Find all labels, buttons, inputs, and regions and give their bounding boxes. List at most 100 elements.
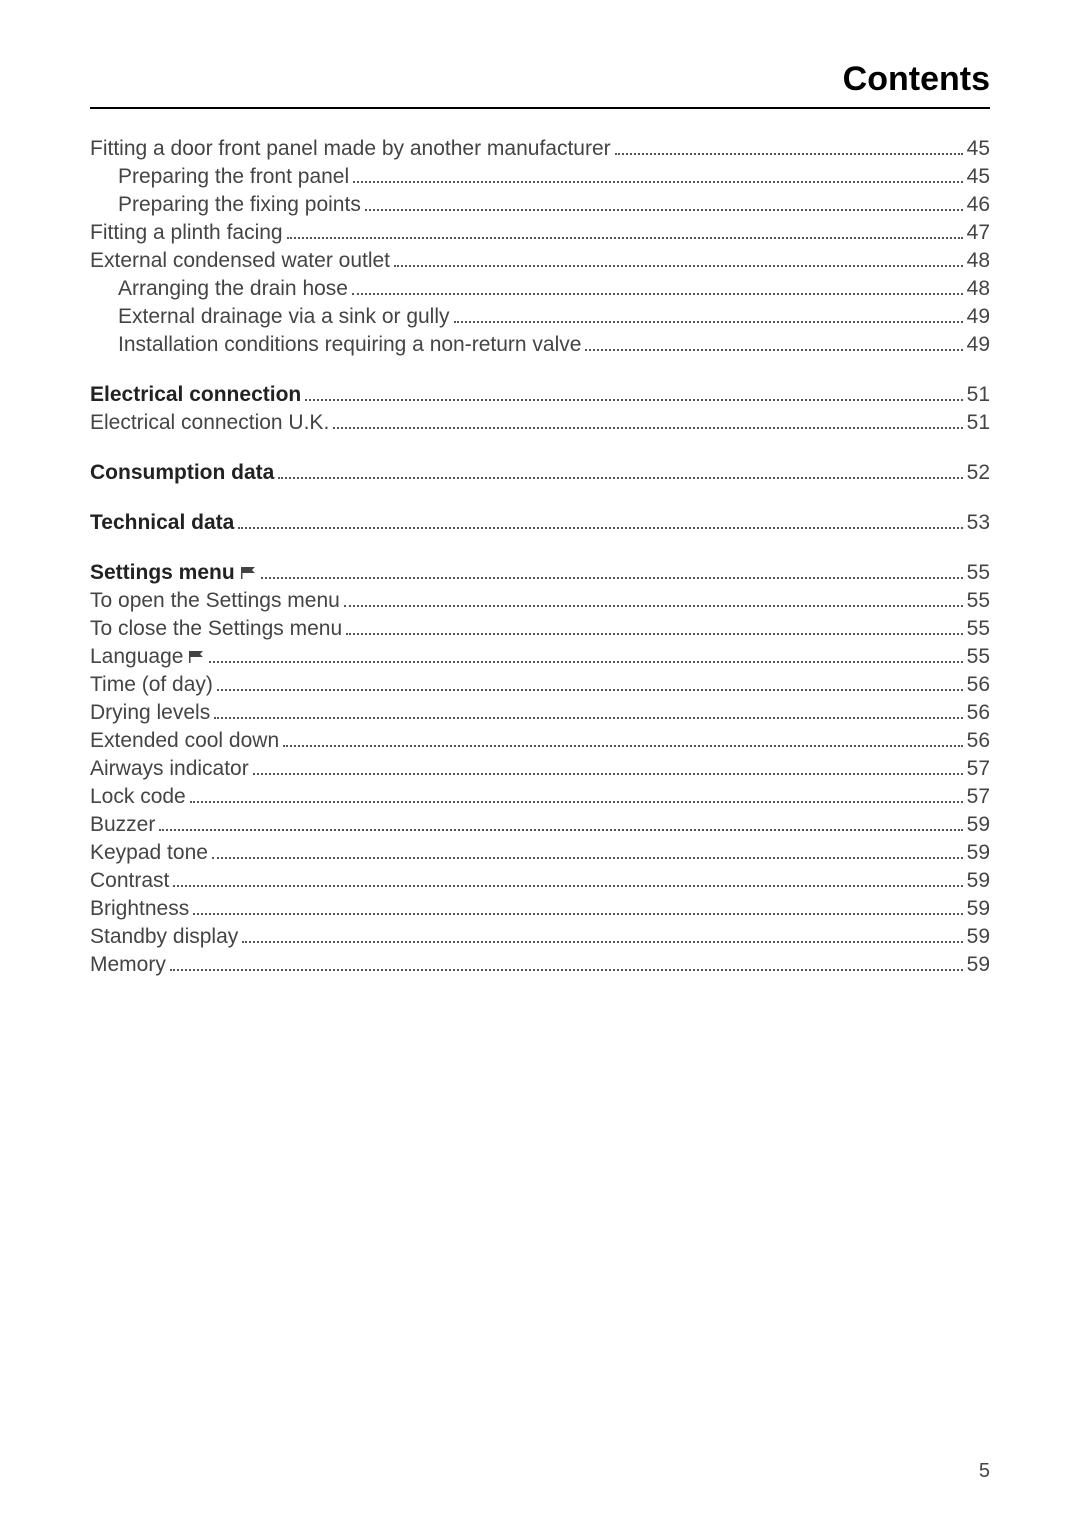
- toc-row: Brightness59: [90, 897, 990, 921]
- toc-title-text: Language: [90, 645, 183, 668]
- dot-leader: [394, 265, 963, 267]
- toc-row: Standby display 59: [90, 925, 990, 949]
- dot-leader: [170, 969, 963, 971]
- toc-page: 49: [967, 305, 990, 329]
- toc-page: 45: [967, 165, 990, 189]
- toc-title: Language: [90, 645, 205, 669]
- toc-page: 55: [967, 617, 990, 641]
- toc-page: 46: [967, 193, 990, 217]
- dot-leader: [214, 717, 962, 719]
- dot-leader: [305, 399, 962, 401]
- toc-row: Electrical connection51: [90, 383, 990, 407]
- toc-page: 59: [967, 897, 990, 921]
- toc-page: 48: [967, 249, 990, 273]
- section-gap: [90, 439, 990, 461]
- toc-page: 45: [967, 137, 990, 161]
- toc-row: External drainage via a sink or gully49: [90, 305, 990, 329]
- toc-title: Drying levels: [90, 701, 210, 725]
- toc-title: External condensed water outlet: [90, 249, 390, 273]
- toc-page: 56: [967, 729, 990, 753]
- toc-title: To open the Settings menu: [90, 589, 340, 613]
- toc-title: Settings menu: [90, 561, 257, 585]
- toc-row: Technical data 53: [90, 511, 990, 535]
- toc-row: Drying levels 56: [90, 701, 990, 725]
- toc-row: Keypad tone 59: [90, 841, 990, 865]
- toc-title: Standby display: [90, 925, 238, 949]
- dot-leader: [352, 293, 963, 295]
- toc-page: 55: [967, 589, 990, 613]
- flag-icon: [189, 651, 205, 663]
- toc-row: Preparing the fixing points 46: [90, 193, 990, 217]
- toc-row: Airways indicator 57: [90, 757, 990, 781]
- toc-page: 57: [967, 785, 990, 809]
- toc-title-text: Settings menu: [90, 561, 235, 584]
- dot-leader: [344, 605, 963, 607]
- toc-row: Buzzer 59: [90, 813, 990, 837]
- dot-leader: [585, 349, 962, 351]
- toc-page: 59: [967, 869, 990, 893]
- toc-row: Language 55: [90, 645, 990, 669]
- toc-page: 51: [967, 411, 990, 435]
- toc-page: 59: [967, 813, 990, 837]
- toc-title: Consumption data: [90, 461, 274, 485]
- dot-leader: [190, 801, 963, 803]
- dot-leader: [278, 477, 962, 479]
- toc-page: 59: [967, 925, 990, 949]
- toc-title: Preparing the front panel: [118, 165, 349, 189]
- dot-leader: [454, 321, 963, 323]
- toc-row: To close the Settings menu 55: [90, 617, 990, 641]
- toc-row: Memory59: [90, 953, 990, 977]
- toc-title: Electrical connection U.K.: [90, 411, 329, 435]
- toc-row: Extended cool down56: [90, 729, 990, 753]
- dot-leader: [615, 153, 963, 155]
- toc-row: Consumption data52: [90, 461, 990, 485]
- dot-leader: [346, 633, 962, 635]
- toc-page: 53: [967, 511, 990, 535]
- toc-title: Lock code: [90, 785, 186, 809]
- toc-title: Installation conditions requiring a non-…: [118, 333, 581, 357]
- toc-title: Fitting a door front panel made by anoth…: [90, 137, 611, 161]
- toc-title: To close the Settings menu: [90, 617, 342, 641]
- toc-title: Airways indicator: [90, 757, 249, 781]
- toc-page: 55: [967, 561, 990, 585]
- page-number: 5: [979, 1460, 990, 1483]
- dot-leader: [242, 941, 962, 943]
- toc-row: Electrical connection U.K. 51: [90, 411, 990, 435]
- toc-row: Lock code 57: [90, 785, 990, 809]
- toc-title: Keypad tone: [90, 841, 208, 865]
- toc-row: Preparing the front panel 45: [90, 165, 990, 189]
- toc-row: Fitting a plinth facing 47: [90, 221, 990, 245]
- toc-page: 57: [967, 757, 990, 781]
- toc-page: 55: [967, 645, 990, 669]
- dot-leader: [209, 661, 962, 663]
- table-of-contents: Fitting a door front panel made by anoth…: [90, 137, 990, 977]
- toc-row: Arranging the drain hose48: [90, 277, 990, 301]
- page-title: Contents: [90, 60, 990, 109]
- toc-row: Settings menu 55: [90, 561, 990, 585]
- toc-title: Preparing the fixing points: [118, 193, 361, 217]
- toc-page: 59: [967, 841, 990, 865]
- dot-leader: [333, 427, 962, 429]
- toc-title: Fitting a plinth facing: [90, 221, 283, 245]
- toc-title: Electrical connection: [90, 383, 301, 407]
- toc-row: Contrast59: [90, 869, 990, 893]
- dot-leader: [253, 773, 963, 775]
- toc-page: 56: [967, 673, 990, 697]
- dot-leader: [212, 857, 963, 859]
- dot-leader: [173, 885, 962, 887]
- dot-leader: [238, 527, 962, 529]
- dot-leader: [159, 829, 962, 831]
- toc-page: 47: [967, 221, 990, 245]
- toc-row: Fitting a door front panel made by anoth…: [90, 137, 990, 161]
- section-gap: [90, 361, 990, 383]
- dot-leader: [217, 689, 963, 691]
- toc-title: Buzzer: [90, 813, 155, 837]
- section-gap: [90, 539, 990, 561]
- toc-page: 56: [967, 701, 990, 725]
- toc-page: 48: [967, 277, 990, 301]
- toc-title: Technical data: [90, 511, 234, 535]
- toc-row: External condensed water outlet 48: [90, 249, 990, 273]
- dot-leader: [193, 913, 962, 915]
- dot-leader: [287, 237, 963, 239]
- dot-leader: [365, 209, 963, 211]
